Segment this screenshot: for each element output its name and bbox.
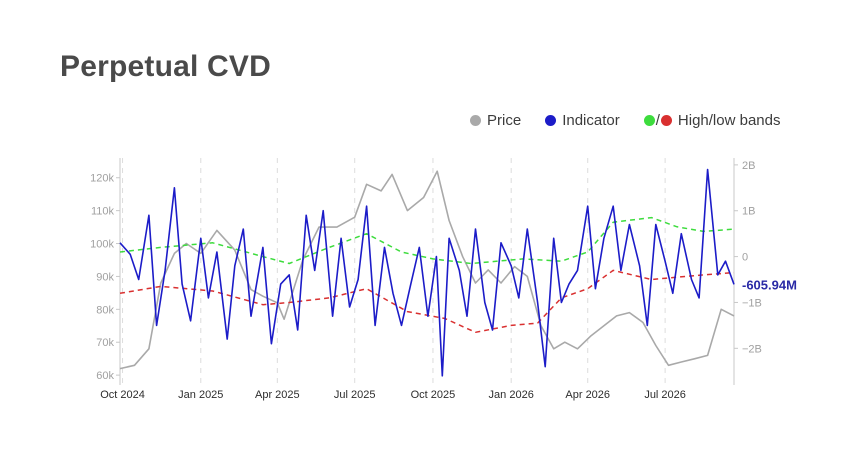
right-tick-label: 0 [742, 252, 748, 264]
page-title: Perpetual CVD [60, 50, 271, 83]
x-tick-label: Apr 2026 [565, 389, 610, 401]
price-dot-icon [470, 114, 481, 126]
right-tick-label: −2B [742, 343, 762, 355]
left-tick-label: 110k [91, 206, 115, 218]
chart-legend: Price Indicator / High/low bands [470, 110, 780, 130]
x-tick-label: Oct 2024 [100, 389, 145, 401]
right-tick-label: −1B [742, 297, 762, 309]
x-tick-label: Jan 2026 [489, 389, 534, 401]
right-tick-label: 2B [742, 160, 755, 172]
low-band-line [119, 269, 735, 334]
high-band-dot-icon [643, 114, 655, 126]
x-tick-label: Jan 2025 [178, 389, 223, 401]
x-tick-label: Jul 2025 [334, 389, 376, 401]
low-band-dot-icon [660, 114, 672, 126]
legend-indicator-label: Indicator [562, 111, 620, 129]
left-tick-label: 100k [90, 239, 114, 251]
high-band-line [119, 216, 735, 265]
legend-bands-label: High/low bands [677, 111, 781, 129]
x-tick-label: Jul 2026 [644, 389, 686, 401]
price-series-line [119, 170, 735, 370]
left-tick-label: 80k [96, 304, 114, 316]
legend-bands-separator: / [655, 111, 660, 129]
x-tick-label: Apr 2025 [255, 389, 300, 401]
indicator-last-value: -605.94M [742, 277, 797, 292]
left-tick-label: 70k [96, 337, 114, 349]
indicator-dot-icon [545, 114, 557, 126]
legend-indicator[interactable]: Indicator [545, 112, 620, 129]
left-tick-label: 120k [90, 173, 114, 185]
left-tick-label: 60k [96, 370, 114, 382]
left-tick-label: 90k [96, 271, 114, 283]
indicator-series-line [119, 168, 735, 377]
right-tick-label: 1B [742, 206, 755, 218]
legend-price[interactable]: Price [470, 112, 521, 129]
legend-price-label: Price [487, 111, 522, 129]
legend-bands[interactable]: / High/low bands [643, 111, 781, 129]
x-tick-label: Oct 2025 [411, 389, 456, 401]
